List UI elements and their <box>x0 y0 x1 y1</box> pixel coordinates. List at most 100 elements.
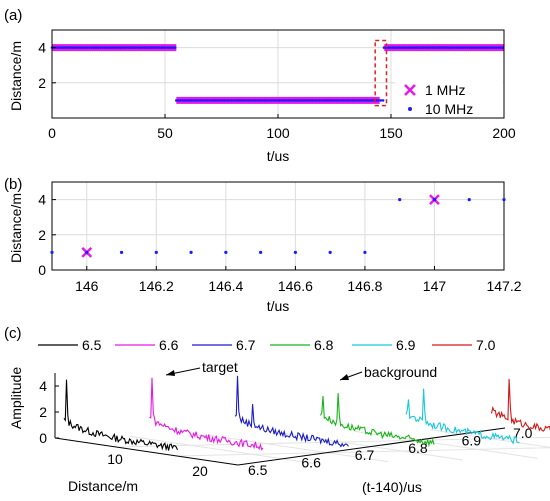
panel-a-10mhz-dot <box>398 46 401 49</box>
panel-c-label: (c) <box>4 325 22 342</box>
panel-b-10mhz-point-2 <box>119 250 124 254</box>
panel-a-10mhz-dot <box>459 46 463 49</box>
panel-c-distance-tick-label-0: 10 <box>107 451 123 467</box>
panel-c-floor-grid-v-4 <box>354 430 539 459</box>
panel-a-10mhz-dot <box>247 99 251 102</box>
panel-a-10mhz-dot <box>411 46 414 49</box>
panel-a-10mhz-dot <box>404 46 408 49</box>
panel-a-10mhz-dot <box>344 99 348 102</box>
panel-c-time-tick-label-1: 6.6 <box>301 455 321 471</box>
panel-a-10mhz-dot <box>90 46 93 49</box>
panel-a-10mhz-dot <box>483 46 487 49</box>
panel-a-10mhz-dot <box>331 99 334 102</box>
panel-b-10mhz-point-10 <box>398 198 402 202</box>
panel-a-10mhz-dot <box>492 46 496 49</box>
panel-a-10mhz-dot <box>132 46 135 49</box>
panel-a-10mhz-dot <box>177 99 180 102</box>
panel-a-10mhz-dot <box>118 46 122 49</box>
panel-a-10mhz-dot <box>285 99 288 102</box>
panel-a-10mhz-dot <box>455 46 458 49</box>
panel-a-10mhz-dot <box>389 46 392 49</box>
legend-a-marker-10mhz <box>408 107 412 111</box>
panel-b-10mhz-point-1 <box>85 250 89 254</box>
panel-a-10mhz-dot <box>415 46 419 49</box>
panel-a-10mhz-dot <box>234 99 237 102</box>
panel-a-10mhz-dot <box>156 46 159 49</box>
panel-a-10mhz-dot <box>219 99 222 102</box>
panel-a-10mhz-dot <box>210 99 213 102</box>
panel-a-10mhz-dot <box>422 46 425 49</box>
panel-a-10mhz-dot <box>318 99 321 102</box>
panel-a-10mhz-dot <box>256 99 260 102</box>
panel-a-10mhz-dot <box>77 46 80 49</box>
panel-a-10mhz-dot <box>497 46 500 49</box>
panel-a-10mhz-segment-2 <box>382 46 505 49</box>
panel-a-10mhz-dot <box>169 46 173 49</box>
panel-a-10mhz-dot <box>446 46 450 49</box>
panel-a-10mhz-dot <box>134 46 137 49</box>
panel-b-10mhz-point-13 <box>502 198 506 202</box>
panel-a-10mhz-dot <box>472 46 476 49</box>
panel-a-10mhz-dot <box>267 99 271 102</box>
panel-a-10mhz-dot <box>300 99 304 102</box>
panel-b-label: (b) <box>4 176 22 193</box>
panel-a-10mhz-dot <box>298 99 301 102</box>
panel-a-10mhz-dot <box>160 46 164 49</box>
target-label: target <box>202 359 238 375</box>
panel-a-10mhz-dot <box>391 46 395 49</box>
panel-a-10mhz-dot <box>107 46 111 49</box>
panel-a-10mhz-dot <box>241 99 244 102</box>
panel-a-10mhz-dot <box>227 99 231 102</box>
panel-a-10mhz-dot <box>387 46 390 49</box>
panel-a-10mhz-dot <box>501 46 505 49</box>
panel-a-10mhz-dot <box>335 99 339 102</box>
panel-a-10mhz-dot <box>424 46 428 49</box>
background-label: background <box>364 364 437 380</box>
panel-a-10mhz-dot <box>183 99 187 102</box>
panel-a-10mhz-dot <box>154 46 157 49</box>
panel-a-10mhz-dot <box>258 99 262 102</box>
panel-a-10mhz-dot <box>59 46 63 49</box>
panel-a-10mhz-dot <box>136 46 140 49</box>
panel-a-10mhz-dot <box>236 99 240 102</box>
panel-a-10mhz-dot <box>55 46 58 49</box>
panel-a-10mhz-dot <box>304 99 308 102</box>
panel-a-xtick-label-4: 200 <box>492 125 516 141</box>
panel-a-10mhz-dot <box>263 99 266 102</box>
panel-a-xtick-label-2: 100 <box>266 125 290 141</box>
panel-a-10mhz-dot <box>368 99 372 102</box>
panel-a-10mhz-dot <box>340 99 343 102</box>
panel-a-10mhz-dot <box>140 46 144 49</box>
panel-a-10mhz-dot <box>208 99 211 102</box>
panel-a-xtick-label-0: 0 <box>48 125 56 141</box>
panel-a-10mhz-dot <box>433 46 436 49</box>
panel-a-10mhz-dot <box>123 46 126 49</box>
panel-a-10mhz-dot <box>63 46 67 49</box>
panel-a-10mhz-dot <box>190 99 193 102</box>
panel-a-ytick-label-1: 4 <box>38 40 46 56</box>
panel-a-10mhz-dot <box>351 99 354 102</box>
legend-a-label-10mhz: 10 MHz <box>425 101 473 117</box>
panel-a-10mhz-dot <box>223 99 226 102</box>
panel-a-10mhz-dot <box>313 99 317 102</box>
panel-a-10mhz-dot <box>197 99 200 102</box>
panel-a-10mhz-dot <box>175 99 178 102</box>
panel-a-10mhz-dot <box>96 46 100 49</box>
panel-a-10mhz-dot <box>149 46 153 49</box>
legend-c-label-4: 6.9 <box>396 337 416 353</box>
panel-a-10mhz-dot <box>439 46 443 49</box>
panel-a-10mhz-dot <box>468 46 472 49</box>
panel-a-10mhz-dot <box>326 99 330 102</box>
panel-a-10mhz-dot <box>274 99 277 102</box>
panel-c-time-tick-label-2: 6.7 <box>355 447 375 463</box>
panel-a-10mhz-dot <box>426 46 430 49</box>
panel-a-10mhz-dot <box>238 99 242 102</box>
panel-a-10mhz-dot <box>192 99 196 102</box>
panel-b-xtick-label-6: 147.2 <box>486 278 521 294</box>
panel-a-10mhz-dot <box>88 46 91 49</box>
panel-b-xtick-label-4: 146.8 <box>347 278 382 294</box>
panel-a-10mhz-dot <box>475 46 478 49</box>
panel-b-xtick-label-2: 146.4 <box>208 278 243 294</box>
panel-a-10mhz-dot <box>420 46 423 49</box>
